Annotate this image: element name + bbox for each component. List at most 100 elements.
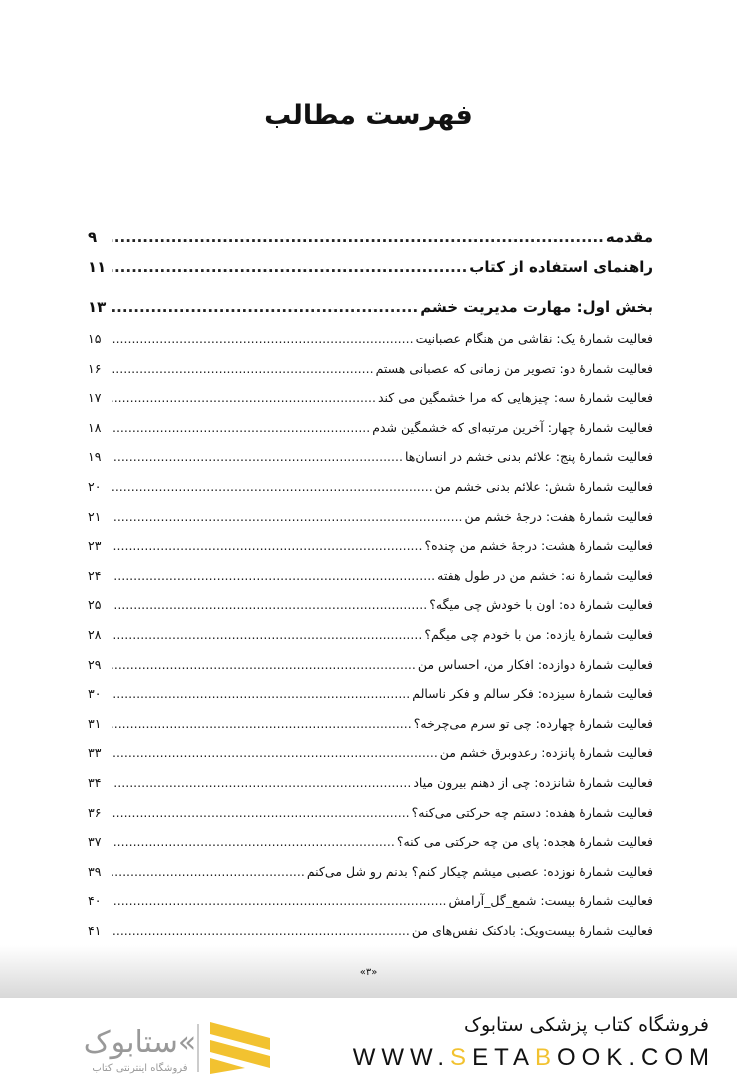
toc-entry[interactable]: فعالیت شمارهٔ هفده: دستم چه حرکتی می‌کنه… — [88, 805, 653, 820]
entry-page: ۹ — [88, 228, 98, 246]
entry-page: ۲۰ — [88, 479, 102, 494]
page-footer: «۳» — [0, 945, 737, 998]
entry-title: فعالیت شمارهٔ هجده: پای من چه حرکتی می ک… — [396, 834, 653, 850]
entry-title: فعالیت شمارهٔ چهارده: چی تو سرم می‌چرخه؟ — [413, 715, 653, 731]
entry-title: فعالیت شمارهٔ نوزده: عصبی میشم چیکار کنم… — [306, 863, 653, 879]
dot-leader — [112, 686, 410, 701]
entry-page: ۳۶ — [88, 804, 102, 820]
store-banner: ستابوک« فروشگاه اینترنتی کتاب فروشگاه کت… — [0, 998, 737, 1080]
dot-leader — [112, 449, 403, 464]
dot-leader — [112, 745, 438, 760]
entry-page: ۲۱ — [88, 508, 102, 524]
entry-page: ۳۴ — [88, 775, 102, 790]
entry-title: فعالیت شمارهٔ یازده: من با خودم چی میگم؟ — [424, 627, 653, 642]
entry-page: ۴۱ — [88, 923, 102, 938]
page-number: «۳» — [359, 967, 378, 978]
dot-leader — [112, 775, 411, 790]
entry-title: فعالیت شمارهٔ شش: علائم بدنی خشم من — [434, 479, 653, 494]
toc-entry[interactable]: فعالیت شمارهٔ شش: علائم بدنی خشم من ۲۰ — [88, 479, 653, 494]
toc-entry[interactable]: فعالیت شمارهٔ سه: چیزهایی که مرا خشمگین … — [88, 390, 653, 405]
dot-leader — [112, 538, 422, 553]
entry-page: ۱۷ — [88, 390, 102, 406]
dot-leader — [112, 864, 305, 879]
entry-page: ۱۱ — [88, 258, 107, 276]
toc-entry[interactable]: فعالیت شمارهٔ هفت: درجهٔ خشم من ۲۱ — [88, 509, 653, 524]
page-title: فهرست مطالب — [264, 100, 473, 131]
entry-page: ۱۳ — [88, 298, 107, 316]
store-name: فروشگاه کتاب پزشکی ستابوک — [463, 1014, 709, 1036]
dot-leader — [112, 657, 416, 672]
toc-entry[interactable]: فعالیت شمارهٔ سیزده: فکر سالم و فکر ناسا… — [88, 686, 653, 701]
dot-leader — [112, 597, 427, 612]
dot-leader — [112, 509, 463, 524]
dot-leader — [112, 923, 410, 938]
toc-entry[interactable]: فعالیت شمارهٔ چهارده: چی تو سرم می‌چرخه؟… — [88, 716, 653, 731]
svg-text:فروشگاه اینترنتی کتاب: فروشگاه اینترنتی کتاب — [92, 1062, 187, 1074]
dot-leader — [112, 805, 410, 820]
entry-title: بخش اول: مهارت مدیریت خشم — [420, 298, 653, 316]
toc-entry[interactable]: فعالیت شمارهٔ ده: اون با خودش چی میگه؟ ۲۵ — [88, 597, 653, 612]
svg-text:ستابوک«: ستابوک« — [84, 1025, 196, 1060]
dot-leader — [112, 834, 395, 849]
entry-page: ۳۹ — [88, 863, 102, 879]
toc-entry[interactable]: فعالیت شمارهٔ بیست‌ویک: بادکنک نفس‌های م… — [88, 923, 653, 938]
entry-title: فعالیت شمارهٔ دوازده: افکار من، احساس من — [417, 656, 653, 672]
entry-title: فعالیت شمارهٔ سه: چیزهایی که مرا خشمگین … — [377, 390, 653, 406]
dot-leader — [112, 390, 376, 405]
dot-leader — [112, 331, 414, 346]
entry-page: ۳۰ — [88, 686, 102, 702]
toc-entry[interactable]: راهنمای استفاده از کتاب ۱۱ — [88, 258, 653, 276]
dot-leader — [112, 420, 370, 435]
entry-title: فعالیت شمارهٔ هفده: دستم چه حرکتی می‌کنه… — [411, 804, 653, 820]
toc-entry[interactable]: فعالیت شمارهٔ هجده: پای من چه حرکتی می ک… — [88, 834, 653, 849]
dot-leader — [112, 258, 467, 276]
entry-page: ۳۷ — [88, 834, 102, 850]
entry-title: فعالیت شمارهٔ یک: نقاشی من هنگام عصبانیت — [415, 331, 653, 346]
entry-page: ۲۹ — [88, 656, 102, 672]
toc-entry[interactable]: فعالیت شمارهٔ هشت: درجهٔ خشم من چنده؟ ۲۳ — [88, 538, 653, 553]
entry-title: فعالیت شمارهٔ ده: اون با خودش چی میگه؟ — [429, 597, 653, 613]
toc-entry[interactable]: فعالیت شمارهٔ نوزده: عصبی میشم چیکار کنم… — [88, 864, 653, 879]
entry-title: فعالیت شمارهٔ دو: تصویر من زمانی که عصبا… — [375, 360, 653, 376]
dot-leader — [112, 298, 418, 316]
entry-page: ۳۳ — [88, 745, 102, 761]
dot-leader — [112, 479, 433, 494]
entry-title: فعالیت شمارهٔ پنج: علائم بدنی خشم در انس… — [404, 449, 653, 465]
toc-entry[interactable]: فعالیت شمارهٔ یک: نقاشی من هنگام عصبانیت… — [88, 331, 653, 346]
entry-title: فعالیت شمارهٔ هفت: درجهٔ خشم من — [464, 508, 653, 524]
entry-title: فعالیت شمارهٔ چهار: آخرین مرتبه‌ای که خش… — [372, 419, 653, 435]
dot-leader — [112, 228, 604, 246]
entry-page: ۲۳ — [88, 538, 102, 554]
entry-title: فعالیت شمارهٔ هشت: درجهٔ خشم من چنده؟ — [424, 538, 653, 554]
entry-title: فعالیت شمارهٔ بیست: شمع_گل_آرامش — [448, 893, 653, 909]
entry-title: فعالیت شمارهٔ شانزده: چی از دهنم بیرون م… — [413, 775, 653, 790]
toc-entry[interactable]: فعالیت شمارهٔ یازده: من با خودم چی میگم؟… — [88, 627, 653, 642]
toc-entry[interactable]: بخش اول: مهارت مدیریت خشم ۱۳ — [88, 298, 653, 316]
store-url[interactable]: WWW.SETABOOK.COM — [352, 1044, 715, 1071]
toc-entry[interactable]: فعالیت شمارهٔ بیست: شمع_گل_آرامش ۴۰ — [88, 893, 653, 908]
entry-title: فعالیت شمارهٔ نه: خشم من در طول هفته — [437, 567, 653, 583]
toc-entry[interactable]: فعالیت شمارهٔ دو: تصویر من زمانی که عصبا… — [88, 361, 653, 376]
entry-page: ۱۸ — [88, 419, 102, 435]
entry-title: فعالیت شمارهٔ بیست‌ویک: بادکنک نفس‌های م… — [411, 923, 653, 938]
entry-page: ۲۸ — [88, 627, 102, 642]
dot-leader — [112, 893, 447, 908]
dot-leader — [112, 627, 422, 642]
dot-leader — [112, 361, 374, 376]
toc-entry[interactable]: مقدمه ۹ — [88, 228, 653, 246]
entry-page: ۱۶ — [88, 360, 102, 376]
toc-entry[interactable]: فعالیت شمارهٔ پانزده: رعدوبرق خشم من ۳۳ — [88, 745, 653, 760]
entry-title: راهنمای استفاده از کتاب — [469, 258, 653, 276]
toc-entry[interactable]: فعالیت شمارهٔ پنج: علائم بدنی خشم در انس… — [88, 449, 653, 464]
dot-leader — [112, 568, 435, 583]
toc-entry[interactable]: فعالیت شمارهٔ دوازده: افکار من، احساس من… — [88, 657, 653, 672]
entry-page: ۱۹ — [88, 449, 102, 465]
entry-page: ۱۵ — [88, 331, 102, 346]
setabook-logo: ستابوک« فروشگاه اینترنتی کتاب — [84, 1022, 270, 1074]
toc-entry[interactable]: فعالیت شمارهٔ نه: خشم من در طول هفته ۲۴ — [88, 568, 653, 583]
entry-page: ۴۰ — [88, 893, 102, 909]
entry-page: ۳۱ — [88, 715, 102, 731]
toc-entry[interactable]: فعالیت شمارهٔ چهار: آخرین مرتبه‌ای که خش… — [88, 420, 653, 435]
entry-title: مقدمه — [605, 228, 653, 246]
toc-entry[interactable]: فعالیت شمارهٔ شانزده: چی از دهنم بیرون م… — [88, 775, 653, 790]
